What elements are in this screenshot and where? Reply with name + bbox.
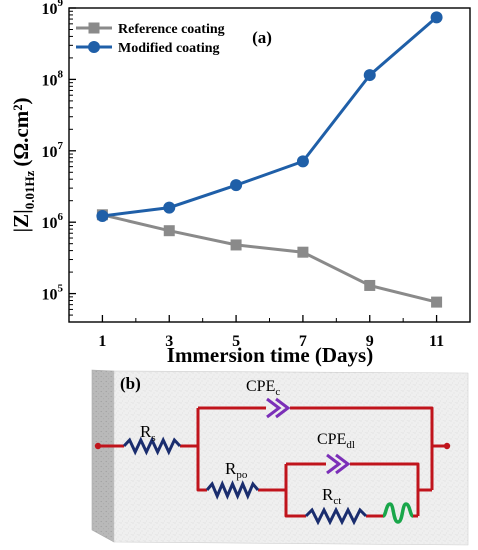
data-point [430,11,443,24]
circuit-wires [98,406,447,518]
wire-segment [284,464,306,518]
y-axis-ticks: 105 106 107 108 109 [42,0,76,323]
y-tick-label: 105 [42,283,64,304]
legend: Reference coating Modified coating [76,22,225,56]
label-rct: Rct [322,485,341,507]
y-axis-label-main: |Z| [9,209,33,232]
cpe-chevron [326,453,342,475]
y-tick-label: 106 [42,211,64,232]
data-point [364,279,376,291]
wire-segment [196,408,207,492]
series-layer [96,11,443,308]
label-cpe-c: CPEc [246,378,280,398]
data-point [163,225,175,237]
resistor-rs [122,436,182,456]
legend-label: Modified coating [118,41,220,56]
legend-marker [88,41,100,53]
y-tick-label: 109 [42,0,64,18]
cpe-chevron [275,397,291,419]
cpe-chevron [335,453,351,475]
legend-label: Reference coating [118,22,225,37]
circuit-panel: (b) Rs CPEc Rpo CPEdl Rct [91,369,469,546]
data-point [163,201,176,214]
series-line [102,213,437,304]
x-tick-label: 5 [232,333,240,350]
label-cpe-dl: CPEdl [317,431,355,451]
label-rpo: Rpo [225,459,248,481]
x-tick-label: 11 [429,333,444,350]
output-terminal [443,442,451,450]
cpe-dl-symbol [326,453,351,475]
y-tick-label: 108 [42,68,64,89]
wire-segment [290,406,434,490]
coating-block-face [113,370,469,546]
data-point [230,179,243,192]
resistor-rpo [205,480,260,500]
x-tick-label: 1 [98,333,106,350]
wire-segment [350,462,420,516]
legend-marker [88,22,100,34]
input-terminal [94,442,102,450]
data-point [363,69,376,82]
panel-label-b: (b) [120,374,141,393]
data-point [230,239,242,251]
y-axis-label: |Z|0.01Hz (Ω.cm²) [9,97,37,232]
cpe-c-symbol [266,397,291,419]
x-tick-label: 3 [165,333,173,350]
data-point [297,246,309,258]
series-line [102,16,438,218]
coating-block-side [91,369,115,543]
x-axis-label: Immersion time (Days) [167,343,373,367]
cpe-chevron [266,397,282,419]
chart-panel: (a) 105 106 107 108 109 1 3 5 7 9 11 Reference co… [9,0,471,367]
data-point [431,296,443,308]
data-point [296,155,309,168]
y-axis-label-unit: (Ω.cm²) [9,97,33,166]
x-tick-label: 7 [299,333,307,350]
y-tick-label: 107 [42,140,64,161]
x-tick-label: 9 [366,333,374,350]
data-point [96,210,109,223]
resistor-rct [304,506,368,526]
panel-label-a: (a) [252,28,272,47]
warburg-element [382,502,414,524]
x-axis-ticks: 1 3 5 7 9 11 [98,315,444,350]
label-rs: Rs [140,422,156,444]
y-axis-label-sub: 0.01Hz [22,170,37,209]
